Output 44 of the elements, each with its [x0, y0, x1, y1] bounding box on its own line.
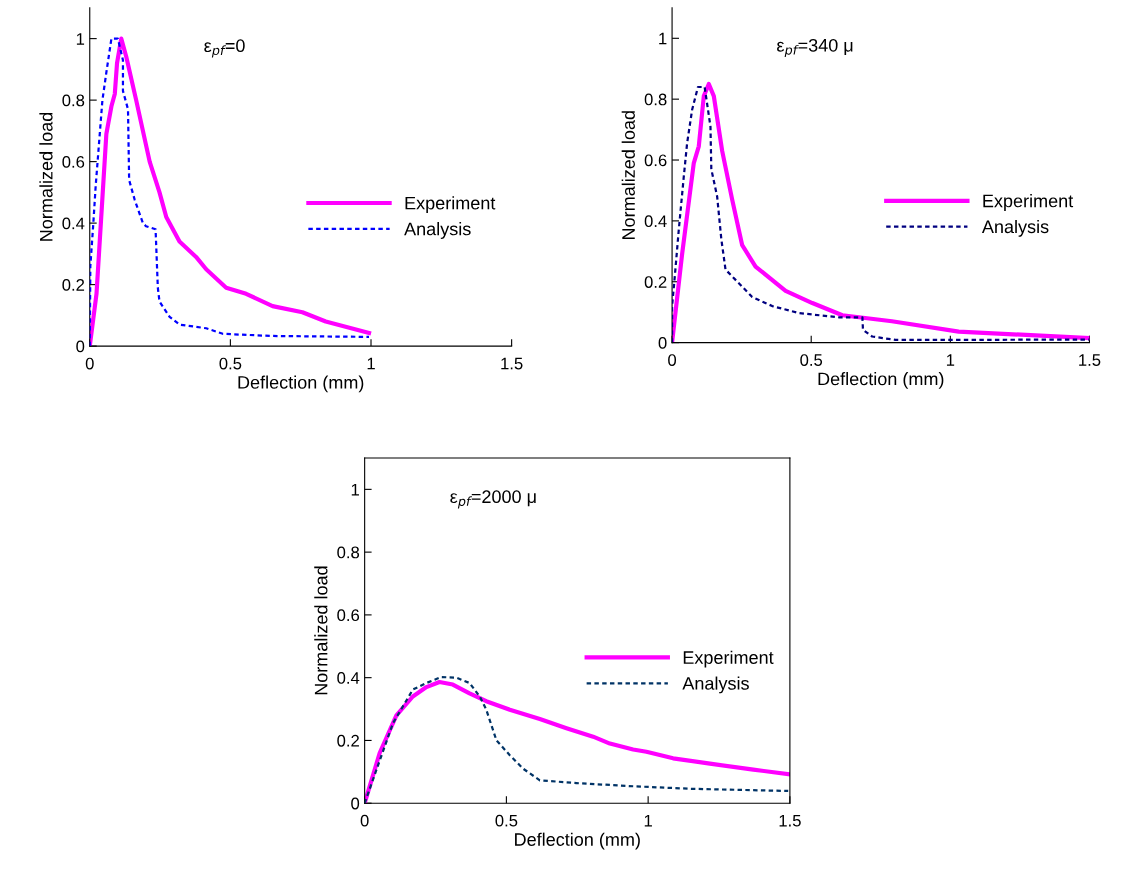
x-axis-title: Deflection (mm) — [515, 832, 640, 850]
y-axis-title: Normalized load — [314, 566, 328, 695]
y-tick-label: 0.4 — [62, 217, 85, 230]
annotation: ε$_{pf}$=340 μ — [777, 38, 853, 58]
x-tick-label: 0 — [360, 814, 369, 827]
y-tick-label: 0.6 — [644, 154, 667, 167]
x-tick-label: 1.5 — [1079, 354, 1101, 366]
x-tick-label: 0.5 — [219, 357, 242, 370]
legend-label: Analysis — [404, 222, 471, 239]
x-tick-label: 1 — [367, 357, 375, 370]
x-tick-label: 1 — [946, 354, 955, 366]
y-tick-label: 0 — [658, 337, 667, 349]
y-tick-label: 1 — [351, 483, 359, 496]
y-tick-label: 0.4 — [644, 215, 667, 228]
y-axis-title: Normalized load — [39, 112, 53, 241]
x-tick-label: 0.5 — [495, 814, 518, 827]
legend-label: Analysis — [981, 219, 1049, 237]
annotation: ε$_{pf}$=0 — [204, 39, 245, 58]
annotation: ε$_{pf}$=2000 μ — [450, 490, 536, 509]
y-tick-label: 0.2 — [62, 279, 85, 291]
legend-label: Analysis — [682, 676, 749, 694]
y-tick-label: 0.4 — [337, 672, 360, 684]
y-axis-title: Normalized load — [621, 111, 635, 239]
legend-label: Experiment — [983, 194, 1074, 211]
x-axis-title: Deflection (mm) — [818, 372, 944, 389]
y-tick-label: 0.6 — [62, 156, 85, 168]
y-tick-label: 0.8 — [337, 546, 360, 559]
y-tick-label: 0.6 — [337, 609, 360, 622]
y-tick-label: 0 — [351, 797, 360, 810]
x-tick-label: 0 — [668, 354, 677, 366]
y-tick-label: 1 — [659, 32, 667, 45]
x-tick-label: 1.5 — [501, 357, 523, 370]
y-tick-label: 0.8 — [644, 93, 667, 106]
y-tick-label: 0.2 — [644, 276, 667, 288]
legend-label: Experiment — [683, 650, 774, 668]
y-tick-label: 0 — [76, 340, 85, 353]
y-tick-label: 1 — [76, 33, 85, 45]
legend-label: Experiment — [405, 196, 496, 214]
x-axis-title: Deflection (mm) — [238, 375, 364, 393]
y-tick-label: 0.2 — [337, 734, 359, 747]
x-tick-label: 0.5 — [800, 354, 823, 366]
x-tick-label: 0 — [85, 357, 94, 370]
x-tick-label: 1.5 — [779, 814, 801, 827]
y-tick-label: 0.8 — [62, 94, 85, 107]
